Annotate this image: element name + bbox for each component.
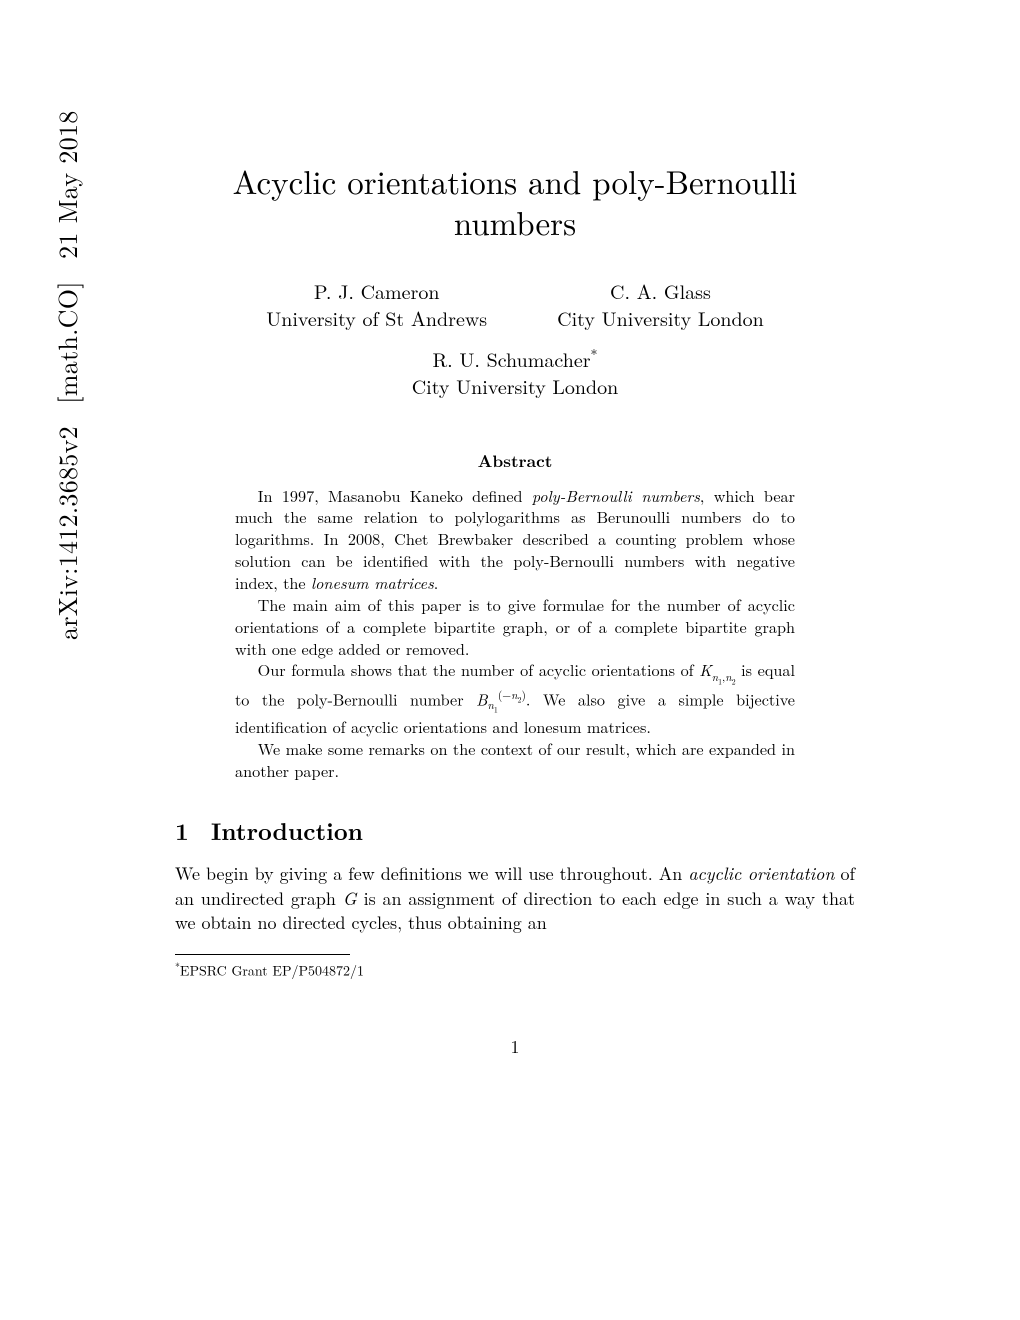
abstract-para-2: The main aim of this paper is to give fo… <box>235 594 795 660</box>
abstract-body: In 1997, Masanobu Kaneko defined poly-Be… <box>235 485 795 782</box>
arxiv-stamp: arXiv:1412.3685v2 [math.CO] 21 May 2018 <box>48 110 85 640</box>
paper-title: Acyclic orientations and poly-Bernoulli … <box>175 160 855 243</box>
author-name: C. A. Glass <box>557 277 764 304</box>
abstract-para-1: In 1997, Masanobu Kaneko defined poly-Be… <box>235 485 795 594</box>
footnote-rule <box>175 954 350 955</box>
section-heading: 1 Introduction <box>175 814 855 848</box>
arxiv-category: [math.CO] <box>48 281 85 404</box>
footnote-text: EPSRC Grant EP/P504872/1 <box>180 961 364 981</box>
abstract-heading: Abstract <box>175 449 855 473</box>
author-name: P. J. Cameron <box>266 277 487 304</box>
authors-row-1: P. J. Cameron University of St Andrews C… <box>175 277 855 331</box>
abstract-para-3: Our formula shows that the number of acy… <box>235 659 795 738</box>
page-content: Acyclic orientations and poly-Bernoulli … <box>175 160 855 981</box>
section-body: We begin by giving a few definitions we … <box>175 862 855 936</box>
arxiv-date: 21 May 2018 <box>48 110 85 258</box>
footnote: *EPSRC Grant EP/P504872/1 <box>175 959 855 981</box>
body-para: We begin by giving a few definitions we … <box>175 862 855 936</box>
author-block-2: C. A. Glass City University London <box>557 277 764 331</box>
author-affiliation: University of St Andrews <box>266 304 487 331</box>
arxiv-id: arXiv:1412.3685v2 <box>48 426 85 640</box>
author-name: R. U. Schumacher* <box>175 345 855 372</box>
abstract-para-4: We make some remarks on the context of o… <box>235 738 795 782</box>
page-number: 1 <box>175 1034 855 1059</box>
section-number: 1 <box>175 814 189 848</box>
author-affiliation: City University London <box>557 304 764 331</box>
section-title: Introduction <box>211 814 363 848</box>
author-affiliation: City University London <box>175 372 855 399</box>
author-block-1: P. J. Cameron University of St Andrews <box>266 277 487 331</box>
author-block-3: R. U. Schumacher* City University London <box>175 345 855 399</box>
